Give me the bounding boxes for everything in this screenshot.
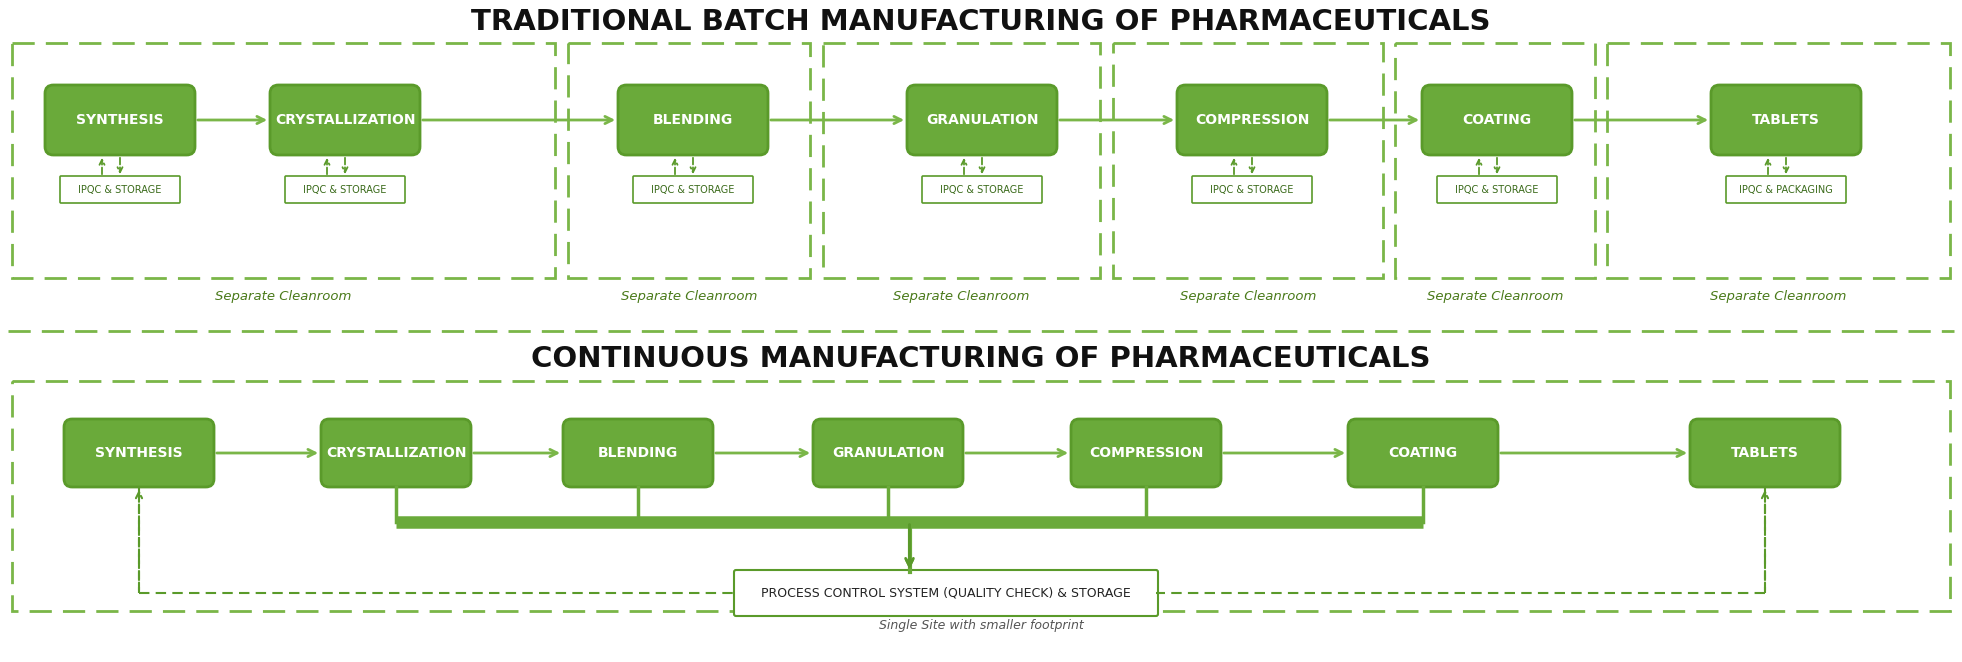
Text: COATING: COATING [1462, 113, 1532, 127]
Text: CONTINUOUS MANUFACTURING OF PHARMACEUTICALS: CONTINUOUS MANUFACTURING OF PHARMACEUTIC… [532, 345, 1430, 373]
Text: Separate Cleanroom: Separate Cleanroom [1179, 289, 1317, 303]
FancyBboxPatch shape [271, 85, 420, 155]
Text: GRANULATION: GRANULATION [926, 113, 1038, 127]
FancyBboxPatch shape [922, 176, 1042, 203]
Text: IPQC & STORAGE: IPQC & STORAGE [304, 185, 387, 195]
FancyBboxPatch shape [322, 419, 471, 487]
FancyBboxPatch shape [812, 419, 963, 487]
Text: TRADITIONAL BATCH MANUFACTURING OF PHARMACEUTICALS: TRADITIONAL BATCH MANUFACTURING OF PHARM… [471, 8, 1491, 36]
Text: IPQC & STORAGE: IPQC & STORAGE [78, 185, 161, 195]
Bar [822, 43, 1101, 278]
Text: CRYSTALLIZATION: CRYSTALLIZATION [326, 446, 467, 460]
Text: PROCESS CONTROL SYSTEM (QUALITY CHECK) & STORAGE: PROCESS CONTROL SYSTEM (QUALITY CHECK) &… [761, 587, 1130, 600]
Text: Single Site with smaller footprint: Single Site with smaller footprint [879, 620, 1083, 632]
FancyBboxPatch shape [1711, 85, 1862, 155]
FancyBboxPatch shape [1689, 419, 1840, 487]
FancyBboxPatch shape [618, 85, 767, 155]
FancyBboxPatch shape [734, 570, 1158, 616]
Text: Separate Cleanroom: Separate Cleanroom [893, 289, 1030, 303]
Text: Separate Cleanroom: Separate Cleanroom [1426, 289, 1564, 303]
Bar [1112, 43, 1383, 278]
Text: COATING: COATING [1389, 446, 1458, 460]
Text: BLENDING: BLENDING [598, 446, 679, 460]
Text: CRYSTALLIZATION: CRYSTALLIZATION [275, 113, 416, 127]
FancyBboxPatch shape [1177, 85, 1326, 155]
Text: SYNTHESIS: SYNTHESIS [77, 113, 163, 127]
Text: Separate Cleanroom: Separate Cleanroom [216, 289, 351, 303]
Text: IPQC & STORAGE: IPQC & STORAGE [1211, 185, 1293, 195]
FancyBboxPatch shape [1348, 419, 1499, 487]
Bar [12, 381, 1950, 611]
Text: Separate Cleanroom: Separate Cleanroom [620, 289, 757, 303]
FancyBboxPatch shape [1422, 85, 1572, 155]
Bar [569, 43, 810, 278]
FancyBboxPatch shape [634, 176, 753, 203]
Bar [1607, 43, 1950, 278]
FancyBboxPatch shape [1071, 419, 1220, 487]
Text: COMPRESSION: COMPRESSION [1195, 113, 1309, 127]
Text: IPQC & STORAGE: IPQC & STORAGE [651, 185, 734, 195]
FancyBboxPatch shape [1727, 176, 1846, 203]
FancyBboxPatch shape [1193, 176, 1313, 203]
Text: GRANULATION: GRANULATION [832, 446, 944, 460]
Text: IPQC & PACKAGING: IPQC & PACKAGING [1738, 185, 1833, 195]
FancyBboxPatch shape [45, 85, 194, 155]
Text: IPQC & STORAGE: IPQC & STORAGE [1456, 185, 1538, 195]
FancyBboxPatch shape [906, 85, 1058, 155]
FancyBboxPatch shape [65, 419, 214, 487]
Text: Separate Cleanroom: Separate Cleanroom [1711, 289, 1846, 303]
Text: TABLETS: TABLETS [1730, 446, 1799, 460]
FancyBboxPatch shape [1436, 176, 1558, 203]
Text: BLENDING: BLENDING [653, 113, 734, 127]
Text: SYNTHESIS: SYNTHESIS [96, 446, 182, 460]
Text: TABLETS: TABLETS [1752, 113, 1821, 127]
FancyBboxPatch shape [563, 419, 712, 487]
Bar [12, 43, 555, 278]
Bar [1395, 43, 1595, 278]
Text: IPQC & STORAGE: IPQC & STORAGE [940, 185, 1024, 195]
FancyBboxPatch shape [284, 176, 404, 203]
FancyBboxPatch shape [61, 176, 181, 203]
Text: COMPRESSION: COMPRESSION [1089, 446, 1203, 460]
